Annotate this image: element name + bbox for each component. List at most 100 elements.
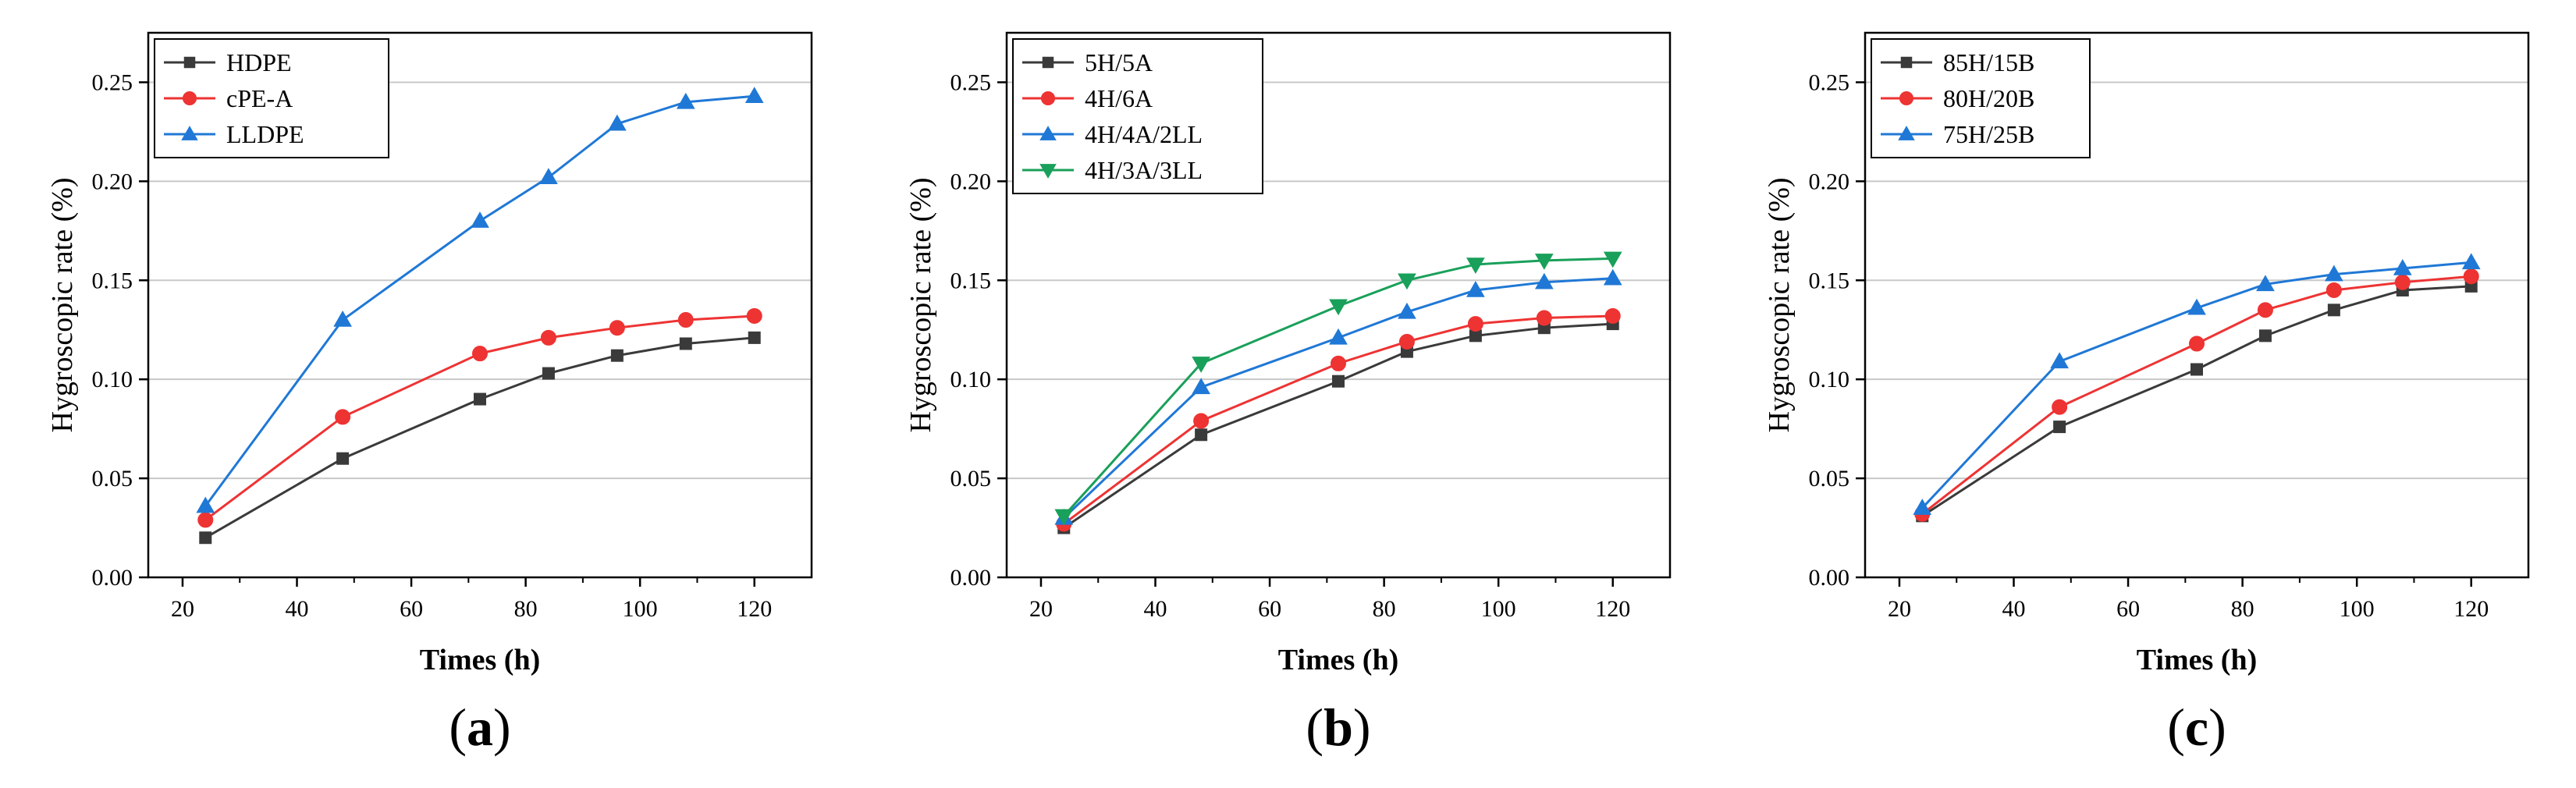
chart-a-data-point-0 xyxy=(542,367,555,380)
chart-a-legend-swatch-marker xyxy=(182,91,197,106)
chart-c-legend-swatch-marker xyxy=(1899,91,1914,106)
chart-a-x-tick-label: 80 xyxy=(514,596,538,622)
chart-c-y-tick-label: 0.15 xyxy=(1809,268,1850,293)
chart-b-data-point-1 xyxy=(1604,307,1621,324)
chart-c-data-point-0 xyxy=(2327,303,2340,317)
chart-c-data-point-2 xyxy=(2187,298,2206,315)
chart-panel-a: 0.00 0.05 0.10 0.15 0.20 0.25 20 40 60 80 100 120 Ti… xyxy=(0,0,858,788)
chart-b-data-point-2 xyxy=(1603,268,1622,286)
chart-c-data-point-0 xyxy=(2190,363,2203,376)
chart-a-y-tick-label: 0.15 xyxy=(92,268,133,293)
chart-a-x-tick-label: 20 xyxy=(171,596,194,622)
chart-b-data-point-3 xyxy=(1603,251,1622,268)
chart-c-x-tick-label: 60 xyxy=(2116,596,2140,622)
chart-b-data-point-1 xyxy=(1331,355,1346,371)
chart-b-x-axis-title: Times (h) xyxy=(1278,644,1398,676)
chart-c-svg: 0.00 0.05 0.10 0.15 0.20 0.25 20 40 60 80 100 120 Ti… xyxy=(1763,31,2530,757)
chart-a-data-point-0 xyxy=(199,531,212,545)
chart-b-x-tick-label: 80 xyxy=(1373,596,1396,622)
chart-b-legend-entry: 4H/3A/3LL xyxy=(1085,156,1203,184)
chart-c-y-tick-label: 0.05 xyxy=(1809,466,1850,492)
chart-c-legend-entry: 80H/20B xyxy=(1943,84,2034,112)
chart-b-legend-entry: 4H/6A xyxy=(1085,84,1153,112)
chart-b-data-point-1 xyxy=(1193,413,1210,429)
chart-b-data-point-3 xyxy=(1466,257,1485,274)
chart-a-x-tick-label: 40 xyxy=(286,596,309,622)
chart-b-y-tick-label: 0.15 xyxy=(950,268,992,293)
chart-panel-b: 0.00 0.05 0.10 0.15 0.20 0.25 20 40 60 80 100 120 Ti… xyxy=(858,0,1717,788)
chart-b-y-axis-title: Hygroscopic rate (%) xyxy=(904,177,937,432)
chart-c-x-tick-label: 20 xyxy=(1888,596,1911,622)
chart-b-x-tick-label: 60 xyxy=(1258,596,1281,622)
chart-a-panel-label: (a) xyxy=(449,697,510,757)
chart-c-data-point-0 xyxy=(2053,421,2066,434)
chart-a-data-point-1 xyxy=(540,329,556,346)
chart-a-data-point-0 xyxy=(748,331,761,344)
chart-b-x-tick-label: 120 xyxy=(1595,596,1630,622)
chart-a-x-tick-label: 100 xyxy=(623,596,658,622)
chart-a-legend-entry: HDPE xyxy=(226,48,292,76)
chart-c-panel-label: (c) xyxy=(2167,697,2226,757)
chart-a-legend-swatch-marker xyxy=(183,56,196,69)
chart-b-legend-swatch-marker xyxy=(1039,164,1057,179)
chart-a-series-line-0 xyxy=(204,336,755,539)
chart-b-y-tick-label: 0.00 xyxy=(950,565,992,591)
chart-a-svg: 0.00 0.05 0.10 0.15 0.20 0.25 20 40 60 80 100 120 Ti… xyxy=(46,31,813,757)
chart-a-data-point-0 xyxy=(474,392,486,406)
chart-c-data-point-2 xyxy=(1913,499,1932,515)
chart-a-legend-entry: cPE-A xyxy=(226,84,293,112)
chart-a-y-tick-label: 0.25 xyxy=(92,69,133,95)
chart-b-data-point-1 xyxy=(1398,333,1415,350)
chart-c-data-point-2 xyxy=(2325,264,2343,282)
chart-a-data-point-2 xyxy=(676,92,695,109)
chart-b-panel-label: (b) xyxy=(1306,697,1370,757)
chart-c-legend-entry: 85H/15B xyxy=(1943,48,2034,76)
chart-c-data-point-2 xyxy=(2256,275,2275,292)
chart-c-x-axis-title: Times (h) xyxy=(2137,644,2257,676)
chart-c-data-point-2 xyxy=(2461,253,2481,270)
chart-b-legend-swatch-marker xyxy=(1039,126,1057,140)
chart-a-data-point-0 xyxy=(610,349,624,362)
chart-c-y-tick-label: 0.00 xyxy=(1809,565,1850,591)
chart-c-data-point-0 xyxy=(2258,329,2272,343)
chart-b-data-point-3 xyxy=(1054,509,1074,526)
chart-c-series-line-0 xyxy=(1921,285,2471,517)
chart-b-plot-frame xyxy=(1005,31,1672,579)
chart-c-y-axis-title: Hygroscopic rate (%) xyxy=(1763,177,1796,432)
chart-b-legend-swatch-marker xyxy=(1042,56,1054,69)
chart-b-legend-entry: 5H/5A xyxy=(1085,48,1153,76)
chart-a-data-point-0 xyxy=(679,337,692,350)
chart-b-x-tick-label: 40 xyxy=(1144,596,1167,622)
chart-b-data-point-2 xyxy=(1192,378,1210,395)
chart-b-data-point-1 xyxy=(1536,310,1552,326)
chart-a-data-point-2 xyxy=(608,114,627,131)
chart-a-data-point-1 xyxy=(197,512,214,528)
chart-a-legend-swatch-marker xyxy=(181,126,198,140)
chart-a-data-point-2 xyxy=(744,87,764,103)
chart-a-y-tick-label: 0.00 xyxy=(92,565,133,591)
chart-b-data-point-2 xyxy=(1466,280,1485,297)
chart-c-data-point-1 xyxy=(2052,399,2068,415)
chart-a-x-tick-label: 120 xyxy=(737,596,772,622)
chart-c-y-tick-label: 0.25 xyxy=(1809,69,1850,95)
chart-c-x-tick-label: 100 xyxy=(2340,596,2375,622)
chart-b-x-tick-label: 100 xyxy=(1481,596,1516,622)
chart-b-y-tick-label: 0.25 xyxy=(950,69,992,95)
chart-c-legend-entry: 75H/25B xyxy=(1943,120,2034,148)
chart-a-x-axis-title: Times (h) xyxy=(420,644,540,676)
chart-a-y-axis-title: Hygroscopic rate (%) xyxy=(46,177,79,432)
chart-b-legend-swatch-marker xyxy=(1040,91,1056,106)
chart-a-data-point-1 xyxy=(335,409,351,425)
chart-a-x-tick-label: 60 xyxy=(400,596,423,622)
chart-b-legend-entry: 4H/4A/2LL xyxy=(1085,120,1203,148)
chart-b-x-tick-label: 20 xyxy=(1029,596,1053,622)
chart-c-data-point-1 xyxy=(2326,282,2342,298)
chart-c-legend-swatch-marker xyxy=(1900,56,1913,69)
chart-c-y-tick-label: 0.10 xyxy=(1809,367,1850,392)
chart-b-data-point-1 xyxy=(1467,316,1483,332)
chart-c-y-tick-label: 0.20 xyxy=(1809,169,1850,194)
chart-a-y-tick-label: 0.10 xyxy=(92,367,133,392)
chart-b-y-tick-label: 0.20 xyxy=(950,169,992,194)
chart-c-x-tick-label: 40 xyxy=(2002,596,2026,622)
chart-c-legend-swatch-marker xyxy=(1898,126,1915,140)
